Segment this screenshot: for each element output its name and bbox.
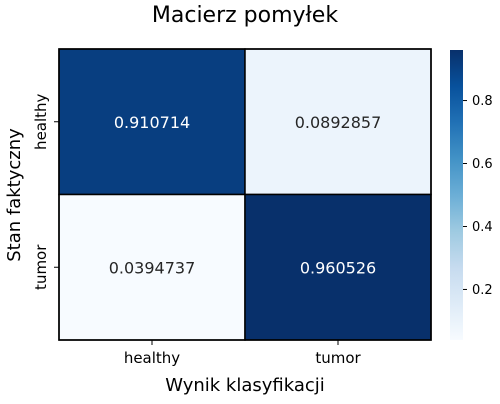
- colorbar: [450, 50, 463, 340]
- chart-title: Macierz pomyłek: [152, 3, 338, 28]
- heatmap-cell-labels: 0.910714 0.0892857 0.0394737 0.960526: [109, 113, 382, 278]
- heatmap-cell-tumor-tumor: [244, 193, 432, 341]
- heatmap-frame: [58, 48, 432, 341]
- colorbar-tick-label: 0.6: [472, 157, 493, 172]
- heatmap-cell-healthy-healthy: [58, 48, 246, 196]
- y-tick-label: healthy: [32, 93, 50, 149]
- colorbar-tick-label: 0.8: [472, 94, 493, 109]
- cell-value-label: 0.960526: [300, 258, 376, 277]
- cell-value-label: 0.0394737: [109, 258, 196, 277]
- colorbar-tick-label: 0.2: [472, 283, 493, 298]
- y-axis-ticks: healthy tumor: [32, 93, 59, 290]
- heatmap-cells: [58, 48, 432, 341]
- colorbar-tick-label: 0.4: [472, 220, 493, 235]
- heatmap-cell-tumor-healthy: [58, 193, 246, 341]
- x-tick-label: healthy: [124, 349, 180, 367]
- y-tick-label: tumor: [32, 244, 50, 290]
- cell-value-label: 0.0892857: [295, 113, 382, 132]
- x-axis-label: Wynik klasyfikacji: [165, 375, 325, 396]
- x-axis-ticks: healthy tumor: [124, 340, 361, 367]
- y-axis-label: Stan faktyczny: [4, 128, 25, 262]
- cell-value-label: 0.910714: [114, 113, 190, 132]
- heatmap-cell-healthy-tumor: [244, 48, 432, 196]
- colorbar-ticks: 0.2 0.4 0.6 0.8: [463, 94, 493, 298]
- x-tick-label: tumor: [315, 349, 361, 367]
